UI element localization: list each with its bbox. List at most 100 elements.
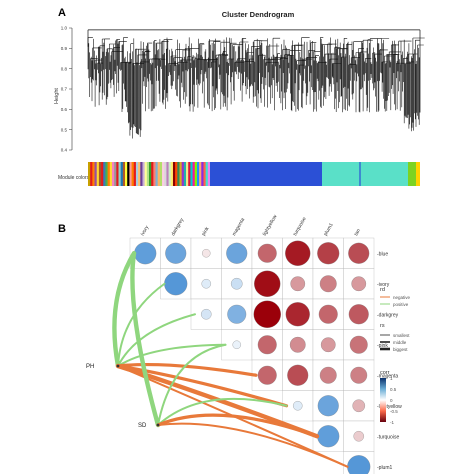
module-color-strip	[144, 162, 148, 186]
rs-biggest-label: biggest	[393, 347, 408, 352]
module-color-strip	[140, 162, 143, 186]
corr-circle	[319, 366, 337, 384]
module-color-strip	[207, 162, 211, 186]
module-color-strip	[162, 162, 165, 186]
module-color-strip	[118, 162, 121, 186]
correlation-matrix: ivory darkgrey pink magenta lightyellow turqu…	[129, 214, 402, 474]
matrix-column-label: pink	[201, 226, 211, 237]
module-color-strip	[159, 162, 163, 186]
module-color-strip	[166, 162, 169, 186]
module-color-strip	[146, 162, 150, 186]
corr-circle	[254, 270, 281, 297]
corr-circle	[289, 336, 306, 353]
module-color-strip	[138, 162, 141, 186]
module-color-strip	[98, 162, 102, 186]
corr-circle	[352, 399, 366, 413]
module-block-turquoise	[322, 162, 408, 186]
height-axis-label: Height	[54, 88, 60, 104]
matrix-column-label: plum1	[323, 222, 335, 237]
module-color-strip	[101, 162, 104, 186]
corr-legend: corr 1 0.5 0 -0.5 -1	[380, 370, 398, 425]
height-tick-label: 0.6	[61, 107, 68, 112]
matrix-column-label: magenta	[231, 217, 246, 237]
trait-label-ph: PH	[86, 364, 94, 370]
dendrogram-title: Cluster Dendrogram	[222, 10, 295, 19]
module-color-strip	[114, 162, 117, 186]
corr-circle	[230, 277, 243, 290]
module-color-strip	[181, 162, 185, 186]
module-color-strip	[177, 162, 180, 186]
module-color-strip	[88, 162, 91, 186]
corr-circle	[201, 279, 211, 289]
module-color-strip	[129, 162, 132, 186]
corr-circle	[226, 242, 248, 264]
module-color-strip	[186, 162, 189, 186]
corr-circle	[257, 243, 277, 263]
module-color-strip	[116, 162, 119, 186]
corr-circle	[350, 366, 368, 384]
height-tick-label: 0.7	[61, 87, 68, 92]
module-block-yellow	[416, 162, 420, 186]
matrix-row-label: -turquoise	[377, 434, 399, 440]
corr-circle	[349, 335, 368, 354]
trait-link-negative	[156, 413, 319, 438]
module-color-strip	[92, 162, 95, 186]
module-color-strip	[199, 162, 202, 186]
trait-node	[116, 364, 120, 368]
module-color-strip	[157, 162, 161, 186]
corr-circle	[253, 300, 281, 328]
corr-legend-title: corr	[380, 370, 390, 376]
module-color-strip	[190, 162, 193, 186]
module-color-strip	[109, 162, 113, 186]
trait-links	[112, 251, 349, 468]
module-color-strip	[125, 162, 128, 186]
height-tick-label: 0.8	[61, 66, 68, 71]
corr-circle	[353, 430, 364, 442]
corr-scale-tick-label: 0	[390, 398, 393, 403]
module-color-strip	[188, 162, 191, 186]
trait-link-positive	[117, 343, 227, 367]
rd-positive-label: positive	[393, 302, 409, 307]
matrix-column-label: lightyellow	[262, 214, 279, 237]
corr-circle	[318, 304, 338, 324]
module-color-strip	[196, 162, 200, 186]
trait-link-negative	[116, 364, 289, 408]
matrix-row-label: -ivory	[377, 282, 390, 288]
matrix-row-label: -plum1	[377, 465, 393, 471]
corr-circle	[285, 240, 311, 266]
trait-label-sd: SD	[138, 423, 147, 429]
corr-circle	[320, 337, 336, 353]
module-color-strip	[131, 162, 135, 186]
module-color-strip	[107, 162, 111, 186]
module-block-green	[408, 162, 416, 186]
panel-a: A Cluster Dendrogram Height 0.4 0.5 0.6 0.7…	[54, 7, 425, 186]
module-color-strip	[172, 162, 176, 186]
module-color-strip	[205, 162, 209, 186]
trait-link-positive	[157, 397, 288, 426]
matrix-column-label: darkgrey	[170, 217, 185, 237]
height-tick-label: 0.4	[61, 148, 68, 153]
module-color-strip	[201, 162, 204, 186]
corr-circle	[317, 395, 339, 417]
module-color-strip	[170, 162, 174, 186]
panel-a-label: A	[58, 7, 66, 19]
corr-circle	[319, 275, 337, 293]
rs-legend-title: rs	[380, 323, 385, 329]
module-color-strip	[133, 162, 137, 186]
panel-b: B ivory darkgrey pink magenta lightyellow tur…	[58, 214, 411, 474]
corr-circle	[257, 335, 277, 355]
corr-circle	[165, 242, 187, 264]
corr-circle	[227, 304, 247, 324]
rd-legend-title: rd	[380, 287, 385, 293]
corr-circle	[134, 242, 157, 265]
trait-link-positive	[117, 282, 166, 367]
module-colors-label: Module colors	[58, 175, 90, 181]
trait-link-positive	[157, 343, 227, 426]
module-color-strip	[168, 162, 172, 186]
height-tick-label: 1.0	[61, 26, 68, 31]
trait-link-positive	[112, 251, 137, 369]
corr-scale-ticks: 1 0.5 0 -0.5 -1	[390, 376, 398, 425]
module-color-strip	[183, 162, 187, 186]
rs-middle-label: middle	[393, 340, 407, 345]
corr-circle	[200, 308, 212, 320]
